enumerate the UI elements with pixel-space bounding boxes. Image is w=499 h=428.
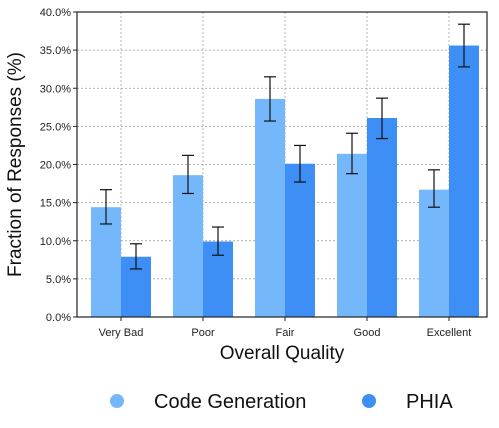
y-tick-label: 40.0% <box>40 7 71 19</box>
bar <box>285 163 315 317</box>
y-axis: 0.0% 5.0% 10.0% 15.0% 20.0% 25.0% 30.0% 35.0% 40… <box>40 7 77 324</box>
y-tick-label: 10.0% <box>40 236 71 248</box>
legend-marker <box>362 394 376 408</box>
y-tick-label: 30.0% <box>40 83 71 95</box>
x-tick-label: Good <box>354 327 381 339</box>
y-tick-label: 25.0% <box>40 121 71 133</box>
y-axis-title: Fraction of Responses (%) <box>5 52 26 277</box>
error-bars <box>100 23 470 270</box>
y-tick-label: 35.0% <box>40 45 71 57</box>
bar <box>255 98 285 317</box>
bar <box>91 207 121 317</box>
legend-label: Code Generation <box>154 391 306 413</box>
x-tick-label: Excellent <box>427 327 472 339</box>
bars <box>91 45 479 318</box>
legend-marker <box>110 394 124 408</box>
bar <box>419 189 449 317</box>
bar <box>173 175 203 317</box>
y-tick-label: 15.0% <box>40 198 71 210</box>
x-tick-label: Poor <box>191 327 215 339</box>
bar <box>337 153 367 317</box>
x-tick-label: Fair <box>276 327 295 339</box>
x-axis-title: Overall Quality <box>220 343 345 364</box>
x-tick-label: Very Bad <box>99 327 144 339</box>
legend-label: PHIA <box>406 391 453 413</box>
legend: Code Generation PHIA <box>110 391 453 413</box>
bar <box>449 45 479 318</box>
y-tick-label: 0.0% <box>46 312 71 324</box>
x-axis: Very Bad Poor Fair Good Excellent <box>99 317 472 339</box>
y-tick-label: 5.0% <box>46 274 71 286</box>
bar <box>367 117 397 317</box>
y-tick-label: 20.0% <box>40 160 71 172</box>
